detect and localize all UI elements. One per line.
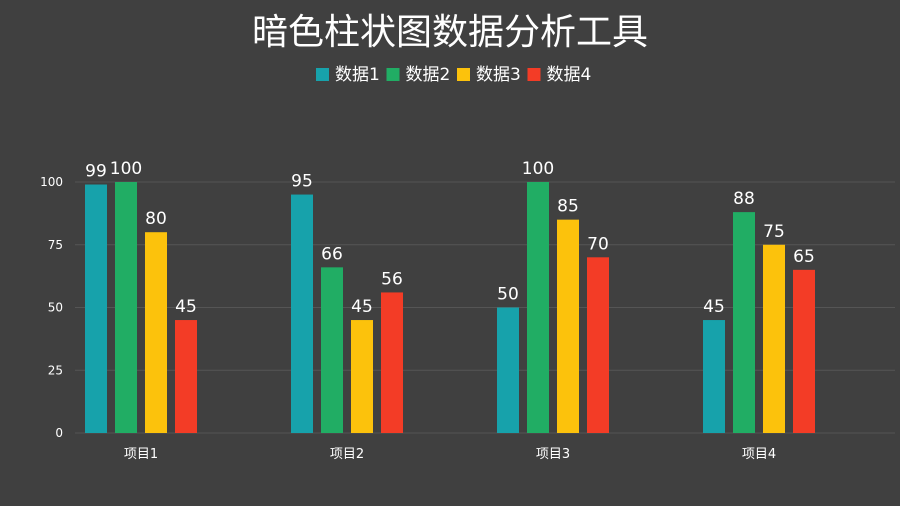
data-label: 45 [351, 297, 373, 317]
bar [793, 269, 815, 433]
legend-swatch [316, 68, 329, 81]
bar [703, 320, 725, 433]
grid-lines [75, 181, 895, 434]
y-tick-label: 75 [48, 238, 63, 252]
data-label: 85 [557, 197, 579, 217]
bar [527, 182, 549, 433]
y-tick-label: 50 [48, 301, 63, 315]
data-label: 70 [587, 234, 609, 254]
y-tick-label: 0 [55, 426, 63, 440]
data-label: 45 [175, 297, 197, 317]
bar [145, 232, 167, 433]
y-axis: 0 25 50 75 100 [40, 175, 63, 440]
bar [291, 194, 313, 433]
bar [557, 219, 579, 433]
legend-item: 数据2 [386, 65, 451, 85]
data-label: 56 [381, 269, 403, 289]
legend-item: 数据3 [457, 65, 521, 85]
data-label: 100 [522, 159, 554, 179]
chart-title: 暗色柱状图数据分析工具 [252, 12, 648, 53]
bar [763, 244, 785, 433]
x-axis: 项目1 项目2 项目3 项目4 [124, 447, 776, 462]
data-label: 75 [763, 222, 785, 242]
x-tick-label: 项目3 [536, 447, 570, 462]
legend-item: 数据1 [316, 65, 380, 85]
x-tick-label: 项目4 [742, 447, 776, 462]
bar [115, 182, 137, 433]
bar [587, 257, 609, 433]
bar [497, 307, 519, 433]
legend: 数据1 数据2 数据3 数据4 [316, 65, 591, 85]
legend-swatch [527, 68, 541, 81]
bar [733, 212, 755, 433]
legend-label: 数据3 [476, 65, 521, 85]
legend-label: 数据2 [406, 65, 451, 85]
data-label: 99 [85, 162, 107, 182]
legend-item: 数据4 [527, 65, 592, 85]
legend-swatch [457, 68, 470, 81]
data-label: 80 [145, 209, 167, 229]
bar [85, 184, 107, 433]
y-tick-label: 25 [48, 363, 63, 377]
bar [175, 320, 197, 433]
data-label: 88 [733, 189, 755, 209]
data-label: 45 [703, 297, 725, 317]
data-label: 95 [291, 172, 313, 192]
legend-label: 数据4 [547, 65, 592, 85]
data-label: 66 [321, 244, 343, 264]
x-tick-label: 项目1 [124, 447, 158, 462]
legend-swatch [386, 68, 400, 81]
legend-label: 数据1 [335, 65, 380, 85]
data-label: 50 [497, 285, 519, 305]
bar [381, 292, 403, 433]
bar [351, 320, 373, 433]
bar [321, 267, 343, 433]
data-label: 65 [793, 247, 815, 267]
bars [85, 182, 815, 433]
data-label: 100 [110, 159, 142, 179]
x-tick-label: 项目2 [330, 447, 364, 462]
y-tick-label: 100 [40, 175, 63, 189]
